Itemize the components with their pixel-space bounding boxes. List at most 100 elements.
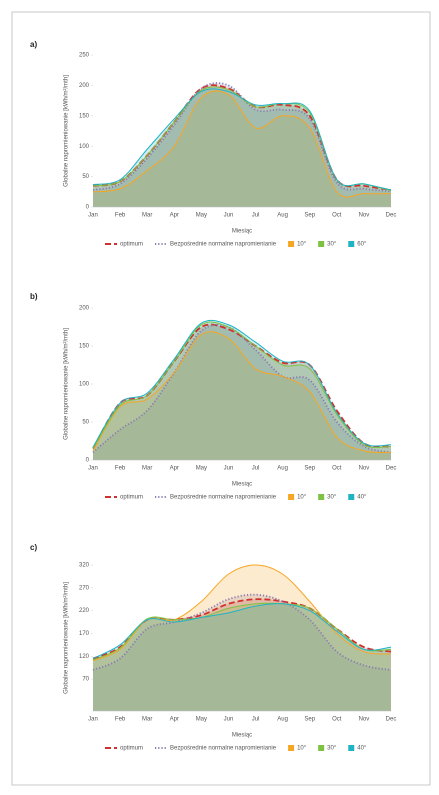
x-tick-label: Jan bbox=[88, 213, 98, 219]
y-tick-label: 0 bbox=[86, 205, 90, 211]
legend-swatch bbox=[288, 745, 295, 751]
legend-swatch bbox=[348, 241, 355, 247]
x-tick-label: Sep bbox=[304, 213, 315, 219]
area bbox=[93, 603, 391, 711]
y-tick-label: 200 bbox=[79, 83, 90, 89]
panel-label: c) bbox=[30, 543, 37, 552]
x-tick-label: Dec bbox=[386, 466, 397, 472]
x-tick-label: Nov bbox=[359, 466, 370, 472]
x-tick-label: Dec bbox=[386, 213, 397, 219]
x-tick-label: May bbox=[196, 717, 207, 723]
line bbox=[92, 603, 392, 659]
x-tick-label: Aug bbox=[277, 717, 288, 723]
legend-swatch bbox=[318, 241, 325, 247]
line bbox=[92, 602, 392, 661]
legend-label: 30° bbox=[327, 746, 337, 752]
x-tick-label: Mar bbox=[142, 213, 152, 219]
x-tick-label: Oct bbox=[332, 466, 342, 472]
legend-label: 30° bbox=[327, 495, 337, 501]
legend-label: 10° bbox=[297, 746, 307, 752]
area bbox=[93, 83, 391, 207]
x-tick-label: Jul bbox=[252, 466, 260, 472]
x-tick-label: Jun bbox=[224, 717, 234, 723]
area bbox=[93, 603, 391, 711]
y-tick-label: 250 bbox=[79, 53, 90, 59]
legend-label: optimum bbox=[120, 746, 143, 752]
legend-label: optimum bbox=[120, 495, 143, 501]
y-tick-label: 70 bbox=[82, 677, 89, 683]
line bbox=[92, 323, 392, 454]
x-tick-label: Nov bbox=[359, 213, 370, 219]
y-axis-title: Globalne napromieniowanie [kWh/m²/mth] bbox=[64, 582, 70, 694]
y-tick-label: 320 bbox=[79, 563, 90, 569]
x-tick-label: Mar bbox=[142, 466, 152, 472]
x-tick-label: Jul bbox=[252, 717, 260, 723]
legend-label: Bezpośrednie normalne napromienianie bbox=[170, 495, 277, 501]
y-tick-label: 170 bbox=[79, 631, 90, 637]
y-tick-label: 220 bbox=[79, 608, 90, 614]
area bbox=[93, 85, 391, 207]
legend-label: 30° bbox=[327, 242, 337, 248]
y-axis-title: Globalne napromieniowanie [kWh/m²/mth] bbox=[64, 328, 70, 440]
x-tick-label: Jul bbox=[252, 213, 260, 219]
area bbox=[93, 599, 391, 711]
x-tick-label: Apr bbox=[170, 213, 179, 219]
x-tick-label: Nov bbox=[359, 717, 370, 723]
area bbox=[93, 324, 391, 460]
line bbox=[92, 323, 392, 450]
x-tick-label: Oct bbox=[332, 717, 342, 723]
y-tick-label: 150 bbox=[79, 344, 90, 350]
y-axis-title: Globalne napromieniowanie [kWh/m²/mth] bbox=[64, 75, 70, 187]
legend-label: 40° bbox=[357, 495, 367, 501]
frame bbox=[11, 11, 431, 786]
y-tick-label: 0 bbox=[86, 458, 90, 464]
x-tick-label: Apr bbox=[170, 466, 179, 472]
x-tick-label: Aug bbox=[277, 213, 288, 219]
legend-label: optimum bbox=[120, 242, 143, 248]
legend-swatch bbox=[348, 745, 355, 751]
area bbox=[93, 86, 391, 207]
legend-swatch bbox=[318, 494, 325, 500]
area bbox=[93, 88, 391, 207]
x-tick-label: Oct bbox=[332, 213, 342, 219]
legend-swatch bbox=[348, 494, 355, 500]
area bbox=[93, 320, 391, 460]
legend-label: Bezpośrednie normalne napromienianie bbox=[170, 746, 277, 752]
y-tick-label: 150 bbox=[79, 113, 90, 119]
y-tick-label: 100 bbox=[79, 382, 90, 388]
y-tick-label: 200 bbox=[79, 306, 90, 312]
y-tick-label: 50 bbox=[82, 420, 89, 426]
legend-label: 10° bbox=[297, 495, 307, 501]
area bbox=[93, 324, 391, 460]
x-tick-label: Sep bbox=[304, 466, 315, 472]
panel-label: a) bbox=[30, 40, 37, 49]
panel-label: b) bbox=[30, 292, 38, 301]
x-tick-label: Jun bbox=[224, 466, 234, 472]
legend-swatch bbox=[318, 745, 325, 751]
x-tick-label: May bbox=[196, 213, 207, 219]
area bbox=[93, 321, 391, 460]
x-tick-label: Sep bbox=[304, 717, 315, 723]
legend-label: 10° bbox=[297, 242, 307, 248]
x-tick-label: Feb bbox=[115, 466, 126, 472]
x-tick-label: Dec bbox=[386, 717, 397, 723]
line bbox=[92, 88, 392, 191]
x-tick-label: Jun bbox=[224, 213, 234, 219]
line bbox=[92, 331, 392, 453]
x-axis-title: Miesiąc bbox=[232, 733, 252, 739]
area bbox=[93, 594, 391, 711]
x-axis-title: Miesiąc bbox=[232, 482, 252, 488]
legend-label: 60° bbox=[357, 242, 367, 248]
x-tick-label: Jan bbox=[88, 466, 98, 472]
y-tick-label: 270 bbox=[79, 585, 90, 591]
area bbox=[93, 90, 391, 207]
legend-label: 40° bbox=[357, 746, 367, 752]
x-tick-label: Feb bbox=[115, 213, 126, 219]
x-tick-label: Apr bbox=[170, 717, 179, 723]
legend-swatch bbox=[288, 241, 295, 247]
x-tick-label: Aug bbox=[277, 466, 288, 472]
x-axis-title: Miesiąc bbox=[232, 229, 252, 235]
y-tick-label: 120 bbox=[79, 654, 90, 660]
y-tick-label: 100 bbox=[79, 144, 90, 150]
